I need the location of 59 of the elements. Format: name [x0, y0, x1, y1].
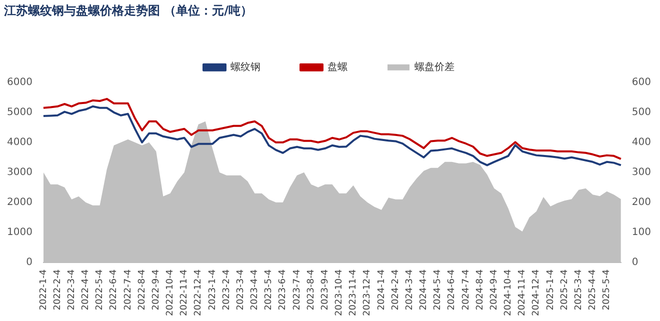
- x-tick-label: 2024-2-4: [390, 269, 401, 310]
- x-tick-label: 2022-1-4: [38, 269, 49, 310]
- x-tick-label: 2024-11-4: [518, 269, 528, 316]
- x-tick-label: 2022-7-4: [123, 269, 134, 310]
- x-tick-label: 2022-5-4: [95, 269, 106, 310]
- x-tick-label: 2022-12-4: [194, 269, 204, 316]
- y2-tick-label: 500: [632, 106, 652, 118]
- x-tick-label: 2023-8-4: [306, 269, 316, 310]
- x-tick-label: 2024-7-4: [461, 269, 472, 310]
- y-tick-label: 3000: [6, 167, 32, 178]
- x-tick-label: 2023-4-4: [250, 269, 260, 310]
- x-tick-label: 2023-2-4: [222, 269, 232, 310]
- y2-tick-label: 100: [632, 227, 652, 238]
- x-tick-label: 2023-11-4: [348, 269, 359, 316]
- x-tick-label: 2022-9-4: [151, 269, 162, 310]
- x-tick-label: 2025-4-4: [588, 269, 598, 310]
- y2-tick-label: 600: [632, 76, 652, 88]
- x-tick-label: 2024-5-4: [433, 269, 444, 310]
- x-tick-label: 2023-3-4: [236, 269, 246, 310]
- x-tick-label: 2023-10-4: [334, 269, 345, 316]
- x-tick-label: 2024-4-4: [419, 269, 430, 310]
- y-tick-label: 4000: [6, 137, 32, 148]
- x-tick-label: 2024-3-4: [404, 269, 415, 310]
- x-tick-label: 2023-7-4: [292, 269, 302, 310]
- y2-tick-label: 300: [632, 167, 652, 178]
- x-tick-label: 2023-12-4: [362, 269, 373, 316]
- x-tick-label: 2022-10-4: [166, 269, 176, 316]
- x-tick-label: 2023-6-4: [278, 269, 288, 310]
- y2-tick-label: 200: [632, 197, 652, 208]
- y-tick-label: 0: [26, 257, 32, 268]
- y2-tick-label: 400: [632, 137, 652, 148]
- x-tick-label: 2022-2-4: [52, 269, 63, 310]
- x-tick-label: 2024-8-4: [475, 269, 486, 310]
- x-tick-label: 2022-6-4: [109, 269, 120, 310]
- x-tick-label: 2024-1-4: [376, 269, 387, 310]
- x-tick-label: 2023-5-4: [264, 269, 274, 310]
- legend-label: 螺纹钢: [230, 60, 260, 73]
- y-tick-label: 1000: [6, 227, 32, 238]
- x-tick-label: 2022-11-4: [180, 269, 190, 316]
- chart-title: 江苏螺纹钢与盘螺价格走势图 （单位：元/吨）: [3, 3, 253, 18]
- x-tick-label: 2022-8-4: [137, 269, 148, 310]
- x-tick-label: 2025-5-4: [602, 269, 612, 310]
- x-tick-label: 2023-1-4: [208, 269, 218, 310]
- x-tick-label: 2024-12-4: [532, 269, 542, 316]
- x-tick-label: 2022-4-4: [81, 269, 92, 310]
- y2-tick-label: 0: [632, 257, 638, 268]
- x-tick-label: 2023-9-4: [320, 269, 330, 310]
- y-tick-label: 2000: [6, 197, 32, 208]
- x-tick-label: 2024-10-4: [504, 269, 514, 316]
- x-tick-label: 2025-1-4: [546, 269, 556, 310]
- x-tick-label: 2025-3-4: [574, 269, 584, 310]
- x-tick-label: 2025-2-4: [560, 269, 570, 310]
- y-tick-label: 5000: [6, 106, 32, 118]
- legend-label: 螺盘价差: [414, 60, 454, 73]
- x-tick-label: 2024-9-4: [489, 269, 500, 310]
- x-tick-label: 2022-3-4: [66, 269, 77, 310]
- x-tick-label: 2024-6-4: [447, 269, 458, 310]
- y-tick-label: 6000: [6, 76, 32, 88]
- legend-label: 盘螺: [328, 60, 348, 73]
